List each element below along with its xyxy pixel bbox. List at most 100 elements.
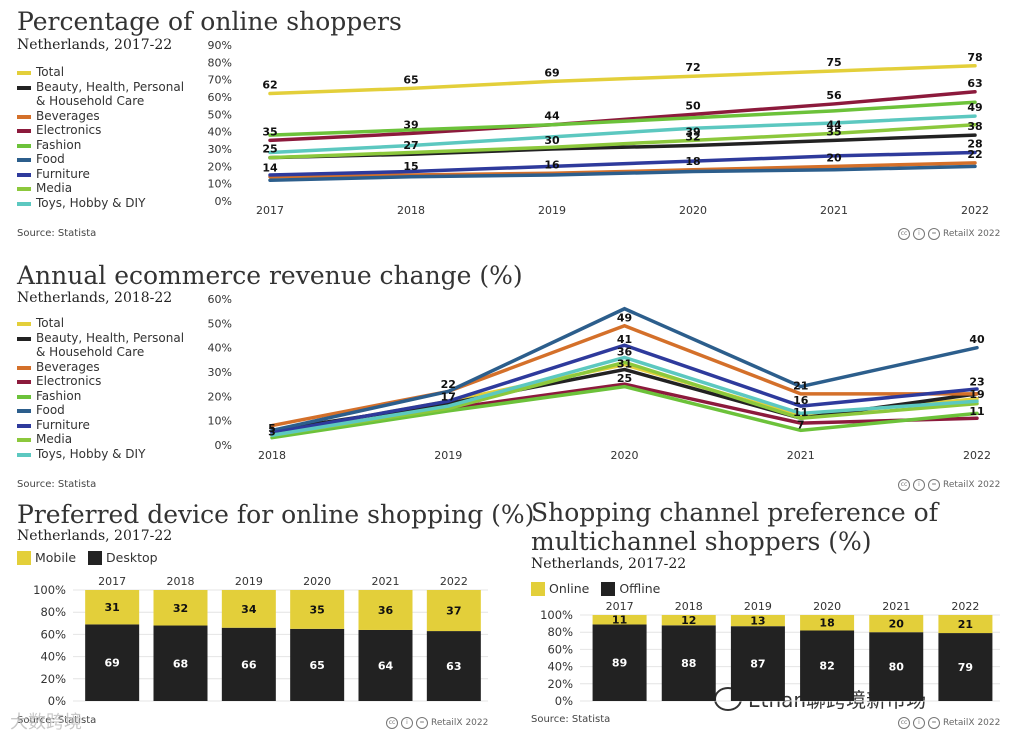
- legend-swatch-electronics: [17, 129, 31, 133]
- chart2-data-label: 41: [617, 333, 632, 346]
- chart1-data-label: 28: [967, 137, 982, 150]
- chart3-bar-mobile: [426, 590, 481, 632]
- chart1-data-label: 16: [544, 158, 560, 171]
- chart4-data-label: 87: [750, 658, 765, 671]
- legend-label-online: Online: [549, 581, 590, 596]
- legend-swatch-media: [17, 187, 31, 191]
- chart4-ytick-label: 40%: [547, 660, 573, 674]
- chart1-data-label: 30: [544, 134, 560, 147]
- chart2-ytick-label: 60%: [208, 293, 232, 306]
- legend-item-toys-hobby-diy: Toys, Hobby & DIY: [17, 196, 186, 211]
- chart4-title-line2: multichannel shoppers (%): [531, 527, 872, 556]
- chart3-bar-mobile: [290, 590, 345, 629]
- chart4-ytick-label: 80%: [547, 625, 573, 639]
- cc-icon: cc: [386, 717, 398, 729]
- chart2-title: Annual ecommerce revenue change (%): [17, 261, 523, 290]
- chart3-bar-mobile: [153, 590, 208, 626]
- chart2-xtick-label: 2022: [963, 449, 991, 462]
- chart4-bar-online: [869, 615, 924, 633]
- chart4-xtick-label: 2020: [813, 600, 841, 613]
- legend-item-toys-hobby-diy: Toys, Hobby & DIY: [17, 447, 186, 462]
- legend-label-furniture: Furniture: [36, 417, 90, 432]
- chart2-xtick-label: 2020: [611, 449, 639, 462]
- legend-swatch-furniture: [17, 423, 31, 428]
- chart4-data-label: 89: [612, 657, 627, 670]
- chart1-data-label: 44: [544, 110, 560, 123]
- legend-label-beverages: Beverages: [36, 108, 100, 123]
- chart3-data-label: 68: [173, 657, 188, 670]
- chart4-ytick-label: 60%: [547, 642, 573, 656]
- chart2-xtick-label: 2018: [258, 449, 286, 462]
- chart1-xtick-label: 2022: [961, 204, 989, 217]
- chart2-data-label: 3: [268, 426, 276, 439]
- legend-item-total: Total: [17, 65, 186, 80]
- chart1-brand-label: RetailX 2022: [943, 229, 1001, 239]
- chart3-bar-desktop: [85, 624, 140, 701]
- chart4-bar-offline: [592, 624, 647, 701]
- chart2-ytick-label: 30%: [208, 366, 232, 379]
- chart1-data-label: 35: [826, 125, 841, 138]
- chart3-data-label: 36: [378, 604, 394, 617]
- by-icon: i: [401, 717, 413, 729]
- chart1-data-label: 39: [685, 125, 700, 138]
- chart1-xtick-label: 2021: [820, 204, 848, 217]
- chart1-data-label: 14: [262, 162, 278, 175]
- chart3-data-label: 37: [446, 605, 461, 618]
- chart1-data-label: 32: [685, 131, 700, 144]
- chart1-data-label: 35: [262, 125, 277, 138]
- legend-label-beauty-health-personal-household-care: Beauty, Health, Personal & Household Car…: [36, 79, 185, 109]
- chart1-data-label: 62: [262, 79, 277, 92]
- legend-item-food: Food: [17, 152, 186, 167]
- legend-swatch-fashion: [17, 143, 31, 148]
- chart3-ytick-label: 20%: [40, 672, 66, 686]
- chart1-data-label: 78: [967, 51, 982, 64]
- chart1-data-label: 49: [967, 101, 982, 114]
- legend-swatch-desktop: [88, 550, 103, 565]
- watermark-left: 大数跨境: [10, 708, 82, 734]
- chart2-data-label: 17: [441, 390, 456, 403]
- chart2-series-line-toys-hobby-diy: [270, 355, 979, 438]
- chart4-title-line1: Shopping channel preference of: [531, 498, 938, 527]
- chart3-bar-desktop: [290, 628, 345, 701]
- chart3-brand-label: RetailX 2022: [431, 718, 489, 728]
- chart4-data-label: 11: [612, 614, 627, 627]
- chart1-legend: Total Beauty, Health, Personal & Househol…: [17, 65, 186, 210]
- chart3-xtick-label: 2021: [372, 575, 400, 588]
- chart2-data-label: 36: [617, 345, 633, 358]
- chart3-data-label: 69: [105, 657, 120, 670]
- chart4-xtick-label: 2022: [951, 600, 979, 613]
- legend-swatch-beauty-health-personal-household-care: [17, 336, 31, 341]
- chart2-brand-label: RetailX 2022: [943, 480, 1001, 490]
- cc-icon: cc: [898, 228, 910, 240]
- legend-item-beauty-health-personal-household-care: Beauty, Health, Personal & Household Car…: [17, 80, 186, 109]
- chart3-title: Preferred device for online shopping (%): [17, 500, 535, 529]
- legend-swatch-toys-hobby-diy: [17, 201, 31, 206]
- legend-swatch-food: [17, 158, 31, 162]
- chart4-bar-offline: [938, 633, 993, 701]
- legend-label-food: Food: [36, 403, 65, 417]
- chart4-source: Source: Statista: [531, 714, 611, 725]
- legend-label-toys-hobby-diy: Toys, Hobby & DIY: [36, 195, 146, 210]
- chart4-data-label: 18: [819, 617, 834, 630]
- watermark-left-text: 大数跨境: [10, 712, 82, 733]
- chart1-data-label: 75: [826, 56, 841, 69]
- chart2-data-label: 5: [268, 422, 276, 435]
- chart1-data-label: 50: [685, 99, 701, 112]
- chart3-xtick-label: 2017: [98, 575, 126, 588]
- legend-item-media: Media: [17, 181, 186, 196]
- chart2-data-label: 49: [617, 311, 632, 324]
- chart4-legend: Online Offline: [531, 581, 672, 596]
- chart4-bar-offline: [800, 630, 855, 701]
- legend-swatch-fashion: [17, 394, 31, 399]
- chart4-xtick-label: 2019: [744, 600, 772, 613]
- chart2-data-label: 23: [969, 376, 984, 389]
- chart2-legend: Total Beauty, Health, Personal & Househol…: [17, 316, 186, 461]
- chart1-data-label: 15: [403, 160, 418, 173]
- legend-label-toys-hobby-diy: Toys, Hobby & DIY: [36, 446, 146, 461]
- chart4-xtick-label: 2018: [675, 600, 703, 613]
- chart1-data-label: 38: [967, 120, 982, 133]
- chart3-data-label: 64: [378, 659, 394, 672]
- legend-item-mobile: Mobile: [17, 550, 76, 565]
- chart3-data-label: 63: [446, 660, 461, 673]
- nd-icon: =: [928, 479, 940, 491]
